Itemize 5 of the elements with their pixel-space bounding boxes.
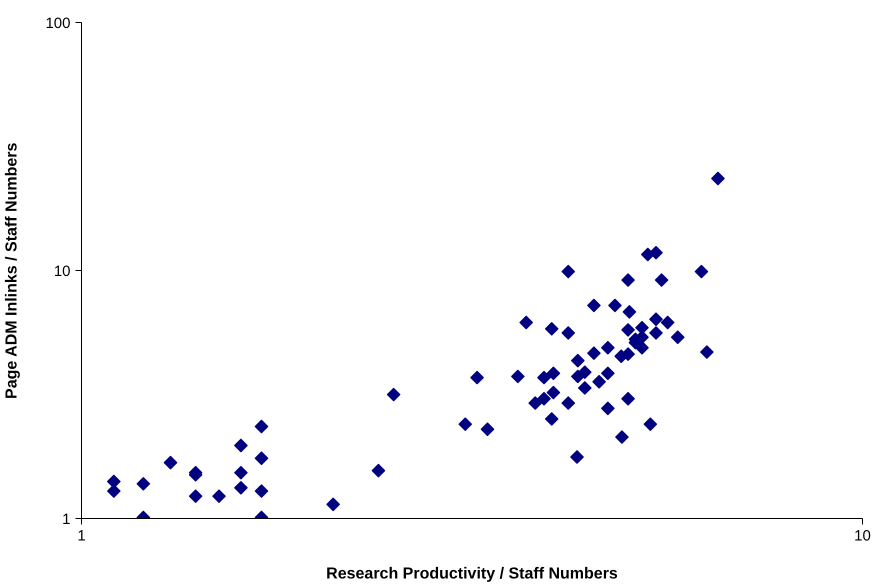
- x-axis-title: Research Productivity / Staff Numbers: [326, 566, 618, 582]
- y-tick-label: 10: [54, 263, 71, 280]
- y-tick-label: 100: [45, 15, 71, 32]
- y-axis-title: Page ADM Inlinks / Staff Numbers: [3, 142, 20, 399]
- y-tick-label: 1: [62, 511, 70, 528]
